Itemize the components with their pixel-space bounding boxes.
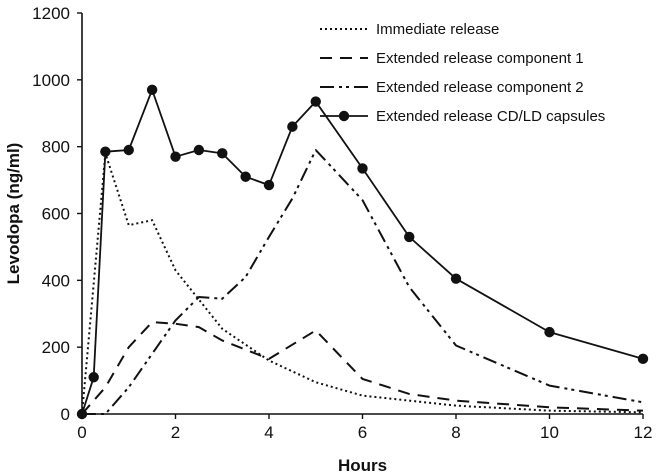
y-tick-label: 200 — [42, 338, 70, 357]
legend-label: Immediate release — [376, 21, 499, 38]
x-tick-label: 10 — [540, 423, 559, 442]
x-axis-title: Hours — [338, 456, 387, 475]
series-line — [82, 149, 644, 415]
data-point-marker — [357, 163, 368, 174]
legend-label: Extended release CD/LD capsules — [376, 108, 605, 125]
data-point-marker — [76, 408, 88, 420]
y-axis-ticks: 0 200 400 600 800 1000 1200 — [32, 4, 82, 424]
legend-entry: Immediate release — [320, 21, 499, 38]
data-point-marker — [100, 146, 111, 157]
data-point-marker — [637, 353, 649, 365]
y-tick-label: 1000 — [32, 71, 70, 90]
series-line — [81, 152, 644, 415]
series-extended-release-component-2 — [82, 149, 644, 415]
series-line — [81, 321, 644, 415]
legend-marker — [338, 110, 350, 122]
y-tick-label: 600 — [42, 205, 70, 224]
data-point-marker — [88, 372, 99, 383]
data-point-marker — [146, 84, 158, 96]
series-extended-release-cd-ld-capsules — [76, 84, 649, 420]
data-point-marker — [217, 148, 228, 159]
x-tick-label: 6 — [358, 423, 367, 442]
y-tick-label: 0 — [61, 405, 70, 424]
data-point-marker — [240, 171, 251, 182]
data-point-marker — [404, 231, 415, 243]
data-point-marker — [123, 144, 134, 156]
x-tick-label: 4 — [264, 423, 273, 442]
series-layer — [76, 84, 649, 420]
y-tick-label: 1200 — [32, 4, 70, 23]
data-point-marker — [170, 151, 181, 162]
series-immediate-release — [81, 152, 644, 415]
legend-label: Extended release component 2 — [376, 79, 584, 96]
y-tick-label: 800 — [42, 138, 70, 157]
x-axis-ticks: 0 2 4 6 8 10 12 — [77, 414, 652, 442]
x-tick-label: 0 — [77, 423, 86, 442]
legend-entry: Extended release CD/LD capsules — [320, 108, 605, 125]
legend-entry: Extended release component 1 — [320, 50, 584, 67]
data-point-marker — [450, 273, 462, 284]
data-point-marker — [193, 144, 205, 156]
series-extended-release-component-1 — [81, 321, 644, 415]
x-tick-label: 12 — [634, 423, 653, 442]
x-tick-label: 2 — [171, 423, 180, 442]
data-point-marker — [544, 326, 555, 338]
legend-entry: Extended release component 2 — [320, 79, 584, 96]
data-point-marker — [287, 121, 298, 132]
data-point-marker — [263, 179, 275, 191]
axes — [81, 13, 643, 415]
data-point-marker — [310, 96, 321, 107]
x-tick-label: 8 — [451, 423, 460, 442]
y-tick-label: 400 — [42, 271, 70, 290]
legend-label: Extended release component 1 — [376, 50, 584, 67]
legend: Immediate release Extended release compon… — [320, 21, 605, 125]
y-axis-title: Levodopa (ng/ml) — [4, 143, 23, 285]
